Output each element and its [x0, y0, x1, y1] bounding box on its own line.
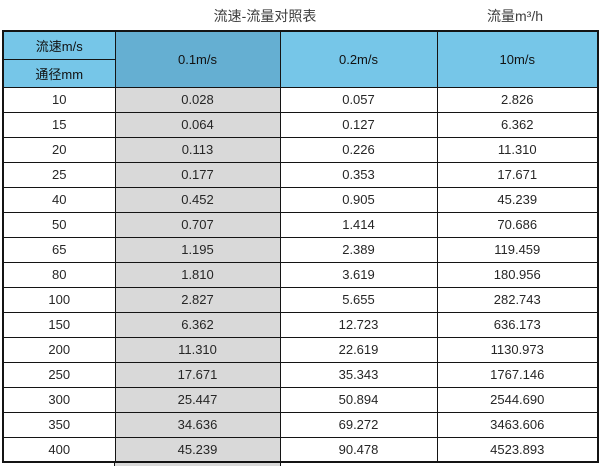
header-row-velocity: 流速m/s 0.1m/s 0.2m/s 10m/s — [2, 30, 599, 88]
flow-value-cell: 6.362 — [114, 311, 281, 338]
diameter-cell: 150 — [2, 311, 116, 338]
flow-value-cell: 45.239 — [114, 436, 281, 463]
flow-value-cell: 35.343 — [279, 361, 438, 388]
header-column-0-2ms: 0.2m/s — [279, 30, 438, 88]
diameter-cell: 15 — [2, 111, 116, 138]
flow-value-cell: 1.810 — [114, 261, 281, 288]
table-row: 100 2.827 5.655 282.743 — [2, 286, 599, 313]
diameter-cell: 10 — [2, 86, 116, 113]
diameter-cell: 25 — [2, 161, 116, 188]
flow-value-cell: 17.671 — [114, 361, 281, 388]
diameter-cell: 80 — [2, 261, 116, 288]
flow-value-cell: 119.459 — [436, 236, 599, 263]
header-row-diameter: 通径mm — [2, 58, 598, 88]
flow-value-cell: 282.743 — [436, 286, 599, 313]
table-body: 10 0.028 0.057 2.826 15 0.064 0.127 6.362 20 0.11… — [2, 86, 599, 463]
table-row: 65 1.195 2.389 119.459 — [2, 236, 599, 263]
table-row: 250 17.671 35.343 1767.146 — [2, 361, 599, 388]
flow-value-cell: 1767.146 — [436, 361, 599, 388]
flow-value-cell: 50.894 — [279, 386, 438, 413]
table-row: 200 11.310 22.619 1130.973 — [2, 336, 599, 363]
flow-value-cell: 0.353 — [279, 161, 438, 188]
flow-value-cell: 5.655 — [279, 286, 438, 313]
flow-value-cell: 0.057 — [279, 86, 438, 113]
diameter-cell: 400 — [2, 436, 116, 463]
header-column-10ms: 10m/s — [436, 30, 599, 88]
table-row: 80 1.810 3.619 180.956 — [2, 261, 599, 288]
table-row: 25 0.177 0.353 17.671 — [2, 161, 599, 188]
header-velocity-label: 流速m/s — [2, 30, 116, 60]
diameter-cell: 200 — [2, 336, 116, 363]
diameter-cell: 250 — [2, 361, 116, 388]
diameter-cell: 100 — [2, 286, 116, 313]
flow-value-cell: 180.956 — [436, 261, 599, 288]
table-row: 15 0.064 0.127 6.362 — [2, 111, 599, 138]
table-header: 流速m/s 0.1m/s 0.2m/s 10m/s 通径mm — [2, 30, 599, 88]
table-row: 400 45.239 90.478 4523.893 — [2, 436, 599, 463]
flow-value-cell: 0.113 — [114, 136, 281, 163]
flow-value-cell: 22.619 — [279, 336, 438, 363]
header-column-0-1ms: 0.1m/s — [114, 30, 281, 88]
flow-value-cell: 1130.973 — [436, 336, 599, 363]
table-row: 150 6.362 12.723 636.173 — [2, 311, 599, 338]
flow-value-cell: 4523.893 — [436, 436, 599, 463]
flow-value-cell: 2.389 — [279, 236, 438, 263]
table-row: 300 25.447 50.894 2544.690 — [2, 386, 599, 413]
flow-value-cell: 0.127 — [279, 111, 438, 138]
flow-unit-label: 流量m³/h — [487, 8, 543, 24]
flow-value-cell: 90.478 — [279, 436, 438, 463]
flow-value-cell: 0.177 — [114, 161, 281, 188]
header-diameter-label: 通径mm — [2, 58, 116, 88]
flow-value-cell: 0.452 — [114, 186, 281, 213]
table-row: 10 0.028 0.057 2.826 — [2, 86, 599, 113]
diameter-cell: 40 — [2, 186, 116, 213]
diameter-cell: 65 — [2, 236, 116, 263]
diameter-cell: 20 — [2, 136, 116, 163]
flow-value-cell: 11.310 — [436, 136, 599, 163]
flow-value-cell: 45.239 — [436, 186, 599, 213]
flow-value-cell: 636.173 — [436, 311, 599, 338]
flow-value-cell: 1.195 — [114, 236, 281, 263]
diameter-cell: 350 — [2, 411, 116, 438]
flow-value-cell: 70.686 — [436, 211, 599, 238]
flow-value-cell: 0.226 — [279, 136, 438, 163]
flow-value-cell: 6.362 — [436, 111, 599, 138]
flow-value-cell: 34.636 — [114, 411, 281, 438]
flow-value-cell: 0.028 — [114, 86, 281, 113]
table-row: 50 0.707 1.414 70.686 — [2, 211, 599, 238]
flow-value-cell: 2.826 — [436, 86, 599, 113]
flow-value-cell: 0.064 — [114, 111, 281, 138]
flow-value-cell: 2544.690 — [436, 386, 599, 413]
table-row: 40 0.452 0.905 45.239 — [2, 186, 599, 213]
flow-value-cell: 69.272 — [279, 411, 438, 438]
table-row: 350 34.636 69.272 3463.606 — [2, 411, 599, 438]
flow-value-cell: 2.827 — [114, 286, 281, 313]
page-title: 流速-流量对照表 — [213, 8, 317, 24]
flow-value-cell: 0.707 — [114, 211, 281, 238]
flow-value-cell: 17.671 — [436, 161, 599, 188]
flow-value-cell: 11.310 — [114, 336, 281, 363]
flow-value-cell: 12.723 — [279, 311, 438, 338]
flow-value-cell: 1.414 — [279, 211, 438, 238]
flow-value-cell: 25.447 — [114, 386, 281, 413]
flow-value-cell: 3.619 — [279, 261, 438, 288]
velocity-flow-table: 流速m/s 0.1m/s 0.2m/s 10m/s 通径mm 10 0.028 0.… — [2, 30, 599, 463]
diameter-cell: 300 — [2, 386, 116, 413]
flow-value-cell: 0.905 — [279, 186, 438, 213]
diameter-cell: 50 — [2, 211, 116, 238]
table-row: 20 0.113 0.226 11.310 — [2, 136, 599, 163]
flow-value-cell: 3463.606 — [436, 411, 599, 438]
